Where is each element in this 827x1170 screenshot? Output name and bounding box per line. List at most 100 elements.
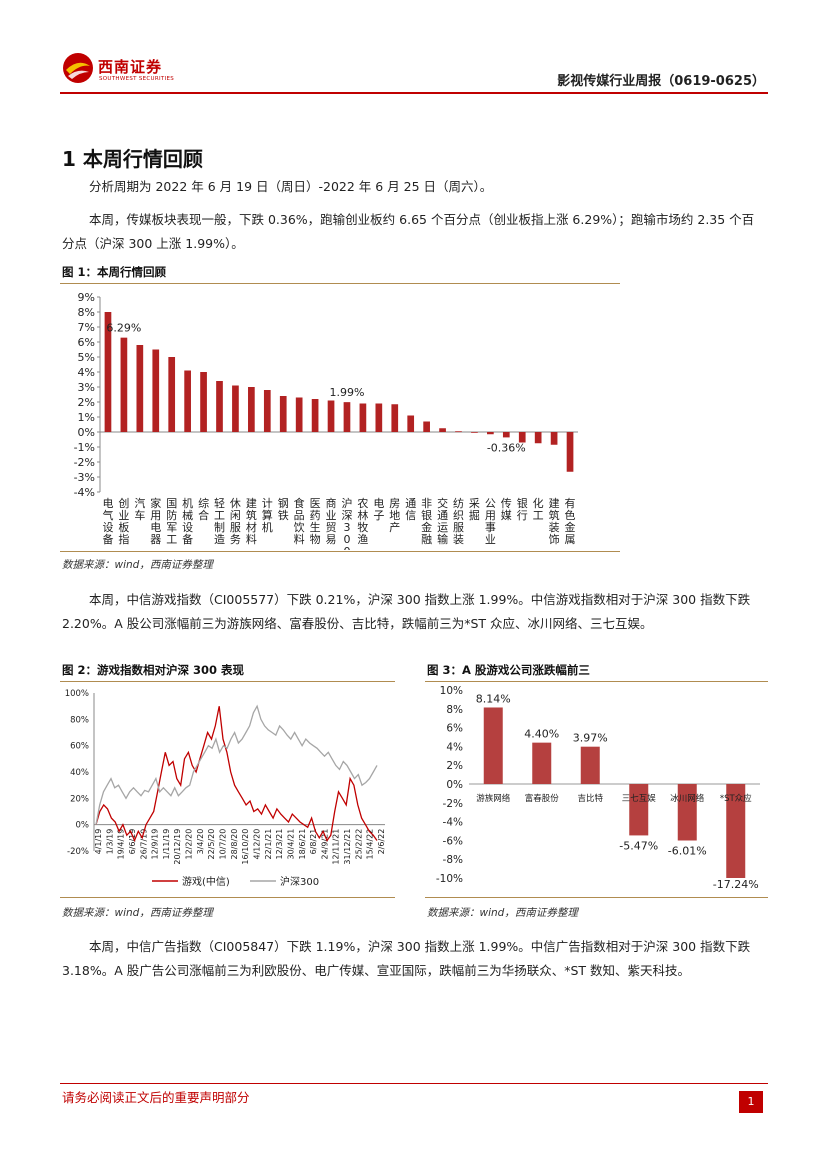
x-tick-label-char: 机	[262, 520, 273, 534]
x-tick-label-char: 生	[310, 520, 321, 534]
paragraph-game-index: 本周，中信游戏指数（CI005577）下跌 0.21%，沪深 300 指数上涨 …	[62, 592, 751, 631]
x-tick-label: 16/10/20	[241, 829, 250, 865]
x-tick-label-char: 工	[533, 509, 544, 522]
bar-建筑装饰	[550, 432, 558, 445]
x-tick-label: 31/12/21	[343, 829, 352, 865]
x-tick-label-char: 工	[214, 509, 225, 522]
x-tick-label: 游族网络	[476, 793, 511, 804]
y-tick-label: 60%	[70, 742, 89, 752]
data-label: -17.24%	[713, 878, 759, 891]
y-tick-label: 0%	[76, 821, 90, 831]
x-tick-label-char: 装	[453, 533, 464, 546]
x-tick-label-char: 牧	[357, 520, 368, 534]
x-tick-label-char: 地	[389, 509, 400, 522]
data-label: -5.47%	[619, 839, 658, 852]
y-tick-label: 80%	[70, 715, 89, 725]
x-tick-label-char: 物	[310, 532, 321, 546]
y-tick-label: 4%	[446, 741, 463, 753]
paragraph-period: 分析周期为 2022 年 6 月 19 日（周日）-2022 年 6 月 25 …	[89, 179, 493, 194]
figure3-bottom-rule	[425, 897, 768, 898]
y-tick-label: -4%	[74, 486, 95, 499]
x-tick-label-char: 械	[182, 508, 193, 522]
x-tick-label: 3/4/20	[196, 829, 205, 855]
x-tick-label: 4/1/19	[94, 829, 103, 855]
x-tick-label-char: 采	[469, 497, 480, 510]
footer-disclaimer: 请务必阅读正文后的重要声明部分	[62, 1090, 250, 1105]
footer-divider	[60, 1083, 768, 1084]
x-tick-label-char: 事	[485, 521, 496, 534]
bar-计算机	[263, 390, 271, 432]
x-tick-label-char: 计	[262, 497, 273, 510]
bar-商业贸易	[327, 400, 335, 432]
x-tick-label-char: 备	[182, 532, 193, 546]
x-tick-label-char: 产	[389, 520, 400, 534]
x-tick-label-char: 用	[485, 509, 496, 522]
bar-纺织服装	[455, 431, 462, 433]
bar-钢铁	[279, 396, 287, 432]
brand-logo: 西南证券 SOUTHWEST SECURITIES	[62, 52, 222, 88]
x-tick-label-char: 渔	[357, 533, 368, 546]
bar-轻工制造	[216, 381, 223, 432]
x-tick-label: 12/9/19	[151, 829, 160, 860]
bar-三七互娱	[629, 784, 649, 836]
x-tick-label: 4/12/20	[252, 829, 261, 860]
x-tick-label: 30/4/21	[286, 829, 295, 860]
x-tick-label-char: 业	[485, 533, 496, 546]
y-tick-label: -1%	[74, 441, 95, 454]
x-tick-label-char: 输	[437, 532, 448, 546]
x-tick-label-char: 业	[326, 509, 337, 522]
x-tick-label-char: 交	[437, 496, 448, 510]
x-tick-label-char: 指	[118, 532, 129, 546]
x-tick-label-char: 休	[230, 497, 241, 510]
x-tick-label: *ST众应	[720, 793, 752, 804]
bar-电子	[375, 403, 383, 432]
bar-汽车	[136, 345, 144, 432]
figure3-title: 图 3：A 股游戏公司涨跌幅前三	[427, 663, 590, 677]
x-tick-label-char: 子	[373, 509, 384, 522]
bar-吉比特	[580, 746, 600, 784]
x-tick-label-char: 建	[549, 496, 560, 510]
x-tick-label-char: 金	[421, 520, 432, 534]
x-tick-label-char: 车	[134, 508, 145, 522]
x-tick-label-char: 沪	[341, 496, 352, 510]
x-tick-label-char: 色	[565, 508, 576, 522]
x-tick-label-char: 制	[214, 521, 225, 534]
x-tick-label: 富春股份	[525, 793, 560, 804]
figure1-source: 数据来源：wind，西南证券整理	[62, 559, 213, 571]
x-tick-label-char: 机	[182, 496, 193, 510]
bar-建筑材料	[248, 387, 255, 432]
x-tick-label-char: 综	[198, 496, 209, 510]
y-tick-label: -3%	[74, 471, 95, 484]
header-divider	[60, 92, 768, 94]
x-tick-label-char: 银	[517, 496, 528, 510]
x-tick-label-char: 纺	[453, 496, 464, 510]
x-tick-label-char: 信	[405, 509, 416, 522]
y-tick-label: -20%	[67, 847, 89, 857]
x-tick-label-char: 房	[389, 497, 400, 510]
figure3-source: 数据来源：wind，西南证券整理	[427, 907, 578, 919]
y-tick-label: -4%	[443, 817, 463, 829]
bar-游族网络	[483, 707, 503, 784]
x-tick-label-char: 通	[437, 509, 448, 522]
figure1-top-rule	[60, 283, 620, 284]
x-tick-label-char: 药	[310, 509, 321, 522]
x-tick-label-char: 家	[150, 496, 161, 510]
x-tick-label: 22/1/21	[264, 829, 273, 860]
x-tick-label-char: 设	[182, 521, 193, 534]
figure3-top-rule	[425, 681, 768, 682]
legend-label-hs300: 沪深300	[280, 875, 319, 888]
x-tick-label-char: 料	[294, 532, 305, 546]
x-tick-label: 冰川网络	[670, 793, 705, 804]
y-tick-label: 20%	[70, 794, 89, 804]
y-tick-label: 6%	[446, 723, 463, 735]
x-tick-label-char: 属	[565, 533, 576, 546]
x-tick-label: 12/2/20	[185, 829, 194, 860]
x-tick-label-char: 媒	[501, 509, 512, 522]
bar-有色金属	[566, 432, 574, 472]
x-tick-label: 吉比特	[577, 793, 603, 804]
x-tick-label-char: 轻	[214, 496, 225, 510]
y-tick-label: 8%	[78, 306, 95, 319]
figure1-bar-chart: 9%8%7%6%5%4%3%2%1%0%-1%-2%-3%-4%电气设备创业板指…	[74, 291, 578, 550]
bar-交通运输	[439, 428, 446, 432]
y-tick-label: 9%	[78, 291, 95, 304]
